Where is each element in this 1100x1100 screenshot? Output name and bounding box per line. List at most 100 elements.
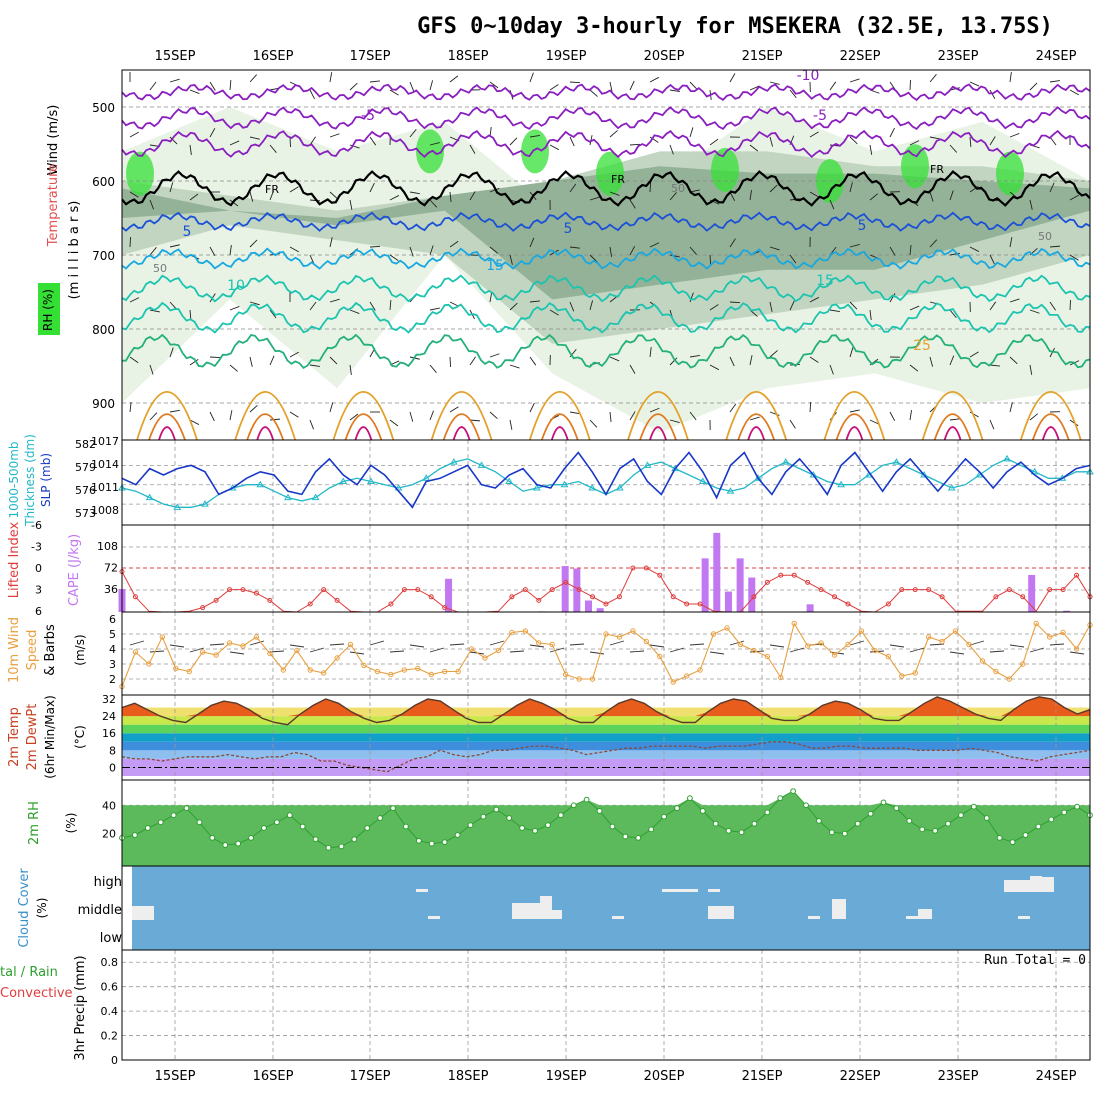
wind-barb (769, 246, 780, 251)
rh2m-point (932, 827, 939, 834)
wind-speed-point (213, 652, 219, 658)
wind-barb (249, 404, 258, 413)
thickness-point (1003, 454, 1011, 462)
wind-barb (189, 144, 192, 155)
rh2m-point (596, 808, 603, 814)
wind-speed-point (657, 653, 663, 660)
cape-bar (585, 600, 593, 612)
rh-high-spot (126, 151, 154, 196)
cloud-tick: low (100, 931, 123, 946)
wind-barb (949, 355, 955, 366)
isotherm-arch (430, 391, 493, 441)
wind-barb (669, 144, 674, 155)
wind-speed-point (173, 665, 179, 672)
wind-barb (609, 356, 620, 362)
wind-barb (909, 140, 920, 146)
isotherm-line (121, 83, 1091, 102)
wind-barb (529, 237, 535, 248)
wind-speed-point (307, 667, 313, 673)
temp-tick: 16 (102, 727, 116, 740)
isotherm-label: 15 (816, 273, 834, 289)
wind-speed-point (1060, 629, 1066, 636)
wind-barb (669, 419, 680, 424)
wind-speed-point (899, 673, 905, 679)
wind-barb (409, 644, 425, 648)
wind-barb (829, 309, 840, 313)
wind-barb (509, 302, 518, 311)
rh2m-point (622, 833, 629, 840)
isotherm-label: -5 (361, 108, 375, 124)
isotherm-line (121, 274, 1091, 303)
temp-line (121, 696, 1091, 726)
thickness-tick: 579 (75, 461, 96, 474)
wind-speed-point (576, 676, 582, 682)
wind-speed-point (1006, 676, 1013, 682)
wind-barb (329, 237, 333, 248)
wind-barb (309, 419, 315, 430)
wind-barb (249, 74, 258, 83)
wind-barb (289, 411, 299, 418)
wind-barb (669, 357, 678, 366)
wind-barb (189, 89, 200, 95)
t2m-label-a: 2m Temp (7, 707, 22, 767)
wind-barb (949, 651, 965, 655)
wind-barb (769, 184, 778, 193)
wind-barb (189, 309, 192, 321)
rh2m-point (235, 840, 242, 847)
wind-barb (129, 236, 131, 248)
wind-speed-point (818, 640, 824, 646)
wind-speed-point (334, 655, 340, 661)
cloud-block (906, 916, 918, 919)
rh2m-point (958, 812, 964, 819)
rh2m-point (183, 805, 190, 812)
rh2m-point (428, 840, 435, 847)
wind-barb (149, 650, 165, 653)
lifted-index-point (563, 579, 569, 585)
lifted-index-point (899, 587, 905, 593)
wind-barb (629, 80, 635, 91)
lifted-index-point (832, 594, 838, 600)
wind-barb (249, 301, 260, 306)
wind-speed-point (482, 655, 488, 661)
thickness-point (892, 458, 901, 465)
isotherm-arch (452, 426, 471, 441)
wind-barb (329, 402, 334, 413)
wind-barb (809, 401, 812, 413)
t2m-label-b: 2m DewPt (25, 704, 40, 771)
wind-barb (569, 246, 580, 249)
wind-barb (889, 411, 896, 422)
wind-barb (769, 136, 774, 147)
rh2m-area (122, 791, 1090, 866)
lifted-index-point (818, 587, 824, 593)
thickness-point (145, 493, 154, 501)
slp-tick: 1011 (91, 481, 119, 494)
wind-barb (209, 246, 216, 256)
wind-barb (529, 72, 534, 83)
wind-speed-point (993, 668, 999, 675)
wind-barb (469, 356, 476, 366)
cape-tick: 36 (104, 583, 118, 596)
wind-barb (909, 647, 925, 653)
thickness-point (615, 483, 624, 491)
wind-barb (869, 309, 872, 320)
temp-band (122, 758, 1090, 768)
rh2m-point (132, 832, 138, 838)
date-label-bottom: 18SEP (448, 1069, 489, 1084)
wind-barb (709, 364, 720, 371)
wind-barb (349, 199, 353, 210)
millibars-axis-label: (m i l l i b a r s) (67, 201, 82, 300)
wind-barb (689, 81, 698, 90)
temp-tick: 32 (102, 693, 116, 706)
rh2m-point (1048, 816, 1055, 823)
wind-barb (329, 72, 333, 83)
wind-barb (909, 410, 913, 421)
wind-barb (409, 191, 420, 195)
thickness-tick: 573 (75, 507, 96, 520)
wind-barb (849, 136, 858, 145)
cape-label: CAPE (J/kg) (67, 534, 82, 606)
lifted-index-point (253, 590, 259, 596)
wind-barb (949, 418, 960, 421)
wind-barb (429, 410, 435, 421)
rh2m-point (906, 817, 913, 824)
wind-barb (669, 647, 685, 653)
